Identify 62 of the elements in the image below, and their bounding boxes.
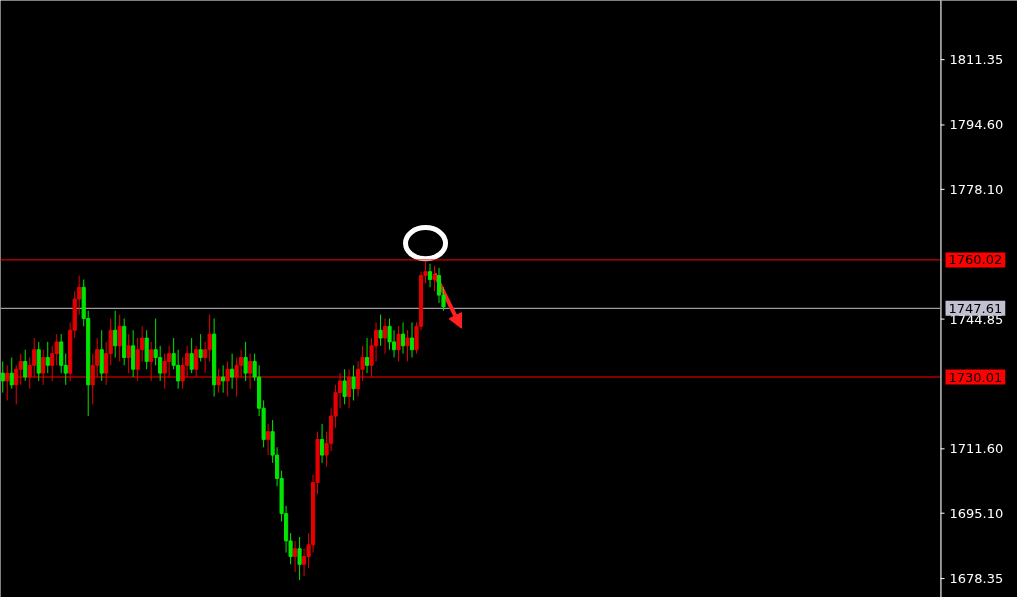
candlestick — [180, 357, 185, 390]
candlestick — [149, 341, 154, 382]
candlestick — [162, 353, 167, 390]
candlestick — [351, 364, 356, 401]
candlestick — [427, 263, 433, 288]
candlestick — [405, 329, 410, 362]
candlestick — [396, 325, 401, 362]
candlestick — [225, 360, 230, 398]
candlestick — [230, 353, 235, 390]
candlestick — [194, 345, 199, 378]
candlestick — [364, 337, 370, 374]
candlestick — [36, 341, 41, 382]
candlestick — [293, 540, 298, 573]
candlestick — [221, 364, 226, 394]
candlestick — [9, 357, 14, 390]
candlestick — [5, 364, 10, 401]
candlestick — [14, 364, 19, 405]
ref-line-label: 1730.01 — [948, 369, 1003, 385]
candlestick — [436, 267, 442, 304]
candlestick — [297, 536, 302, 581]
candlestick — [320, 423, 325, 464]
candlestick — [432, 265, 437, 292]
y-tick-label: 1695.10 — [949, 505, 1004, 521]
candlestick — [400, 321, 406, 355]
candlestick — [18, 353, 23, 386]
candlestick — [126, 333, 131, 374]
candlestick — [198, 333, 203, 362]
candlestick — [243, 341, 248, 382]
candlestick — [32, 337, 37, 378]
candlestick — [23, 349, 28, 382]
candlestick — [90, 353, 95, 405]
ref-line-label: 1760.02 — [948, 252, 1003, 268]
candlestick — [216, 368, 221, 394]
candlestick — [41, 349, 46, 386]
candlestick — [409, 321, 415, 359]
candlestick — [373, 321, 379, 362]
candlestick — [378, 314, 383, 347]
candlestick — [131, 329, 136, 378]
candlestick — [302, 548, 307, 577]
candlestick — [266, 423, 271, 456]
candlestick — [346, 368, 352, 409]
candlestick — [382, 318, 388, 355]
ref-line-label: 1747.61 — [948, 300, 1003, 316]
candlestick — [391, 329, 397, 359]
y-tick-label: 1711.60 — [949, 441, 1004, 457]
candlestick — [189, 337, 194, 374]
candlestick — [0, 360, 5, 394]
candlestick — [113, 310, 118, 359]
candlestick — [355, 360, 361, 398]
candlestick — [45, 341, 50, 374]
candlestick — [144, 329, 149, 370]
y-tick-label: 1811.35 — [949, 52, 1004, 68]
y-tick-label: 1678.35 — [949, 571, 1004, 587]
candlestick — [342, 368, 347, 405]
y-tick-label: 1794.60 — [949, 117, 1004, 133]
candlestick — [99, 329, 104, 382]
candlestick — [248, 353, 253, 390]
candlestick — [117, 314, 122, 362]
candlestick — [59, 333, 64, 374]
candlestick — [135, 337, 140, 382]
candlestick — [50, 345, 55, 382]
y-tick-label: 1778.10 — [949, 181, 1004, 197]
